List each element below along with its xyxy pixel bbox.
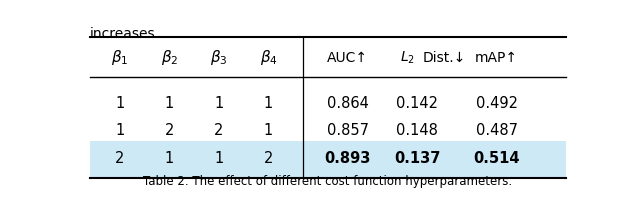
Text: 1: 1 — [264, 96, 273, 111]
Text: AUC↑: AUC↑ — [327, 51, 369, 65]
FancyBboxPatch shape — [90, 141, 566, 177]
Text: $\beta_1$: $\beta_1$ — [111, 48, 129, 67]
Text: 0.893: 0.893 — [324, 151, 371, 166]
Text: 2: 2 — [264, 151, 273, 166]
Text: $\beta_2$: $\beta_2$ — [161, 48, 178, 67]
Text: 0.487: 0.487 — [476, 123, 518, 138]
Text: 0.857: 0.857 — [327, 123, 369, 138]
Text: 2: 2 — [115, 151, 124, 166]
Text: increases.: increases. — [90, 27, 160, 41]
Text: 2: 2 — [164, 123, 174, 138]
Text: 0.514: 0.514 — [474, 151, 520, 166]
Text: 0.492: 0.492 — [476, 96, 518, 111]
Text: 1: 1 — [214, 96, 223, 111]
Text: 1: 1 — [164, 151, 174, 166]
Text: Dist.↓: Dist.↓ — [423, 51, 466, 65]
Text: $L_2$: $L_2$ — [400, 50, 415, 66]
Text: $\beta_4$: $\beta_4$ — [260, 48, 277, 67]
Text: 1: 1 — [115, 96, 124, 111]
Text: 0.864: 0.864 — [327, 96, 369, 111]
Text: mAP↑: mAP↑ — [475, 51, 518, 65]
Text: 0.142: 0.142 — [396, 96, 438, 111]
Text: 1: 1 — [164, 96, 174, 111]
Text: 1: 1 — [115, 123, 124, 138]
Text: $\beta_3$: $\beta_3$ — [210, 48, 228, 67]
Text: Table 2. The effect of different cost function hyperparameters.: Table 2. The effect of different cost fu… — [143, 175, 513, 188]
Text: 1: 1 — [264, 123, 273, 138]
Text: 2: 2 — [214, 123, 223, 138]
Text: 0.148: 0.148 — [396, 123, 438, 138]
Text: 1: 1 — [214, 151, 223, 166]
Text: 0.137: 0.137 — [394, 151, 440, 166]
